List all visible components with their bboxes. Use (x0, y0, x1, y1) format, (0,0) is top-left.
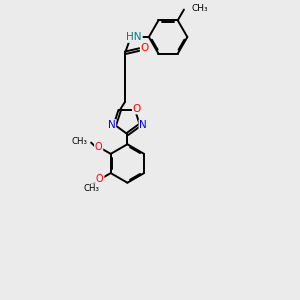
Text: CH₃: CH₃ (72, 137, 88, 146)
Text: O: O (133, 103, 141, 113)
Text: N: N (140, 120, 147, 130)
Text: O: O (96, 174, 103, 184)
Text: O: O (95, 142, 103, 152)
Text: N: N (108, 120, 116, 130)
Text: O: O (141, 43, 149, 53)
Text: CH₃: CH₃ (83, 184, 99, 193)
Text: CH₃: CH₃ (192, 4, 208, 13)
Text: HN: HN (126, 32, 142, 42)
